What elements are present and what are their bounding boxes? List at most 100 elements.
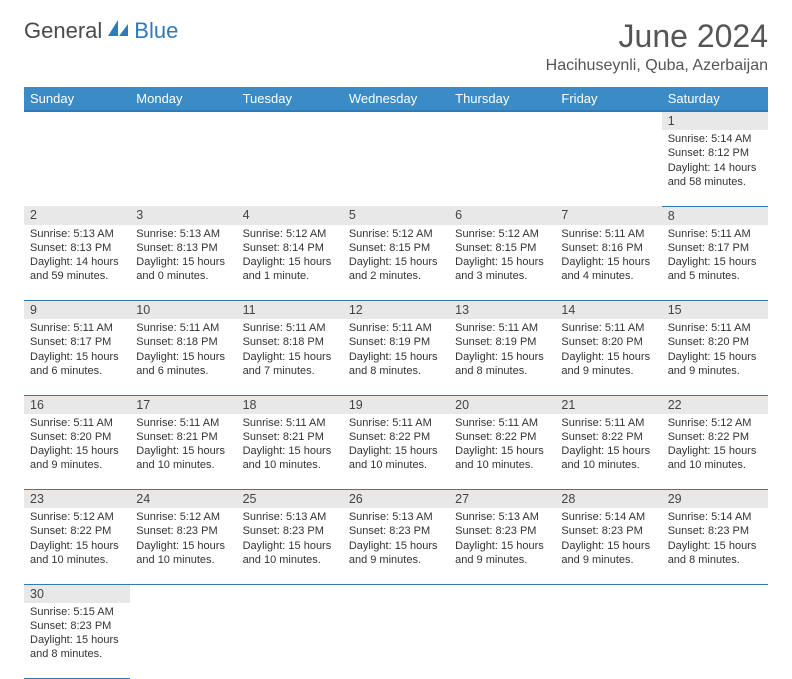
- sunrise-text: Sunrise: 5:14 AM: [561, 510, 655, 524]
- daylight-text: Daylight: 15 hours and 8 minutes.: [455, 350, 549, 379]
- weekday-header: Monday: [130, 87, 236, 111]
- day-cell: Sunrise: 5:12 AMSunset: 8:22 PMDaylight:…: [24, 508, 130, 584]
- sunset-text: Sunset: 8:23 PM: [455, 524, 549, 538]
- daylight-text: Daylight: 15 hours and 8 minutes.: [668, 539, 762, 568]
- day-number-cell: 9: [24, 301, 130, 320]
- day-cell: Sunrise: 5:13 AMSunset: 8:23 PMDaylight:…: [449, 508, 555, 584]
- day-cell: Sunrise: 5:13 AMSunset: 8:23 PMDaylight:…: [237, 508, 343, 584]
- day-number-cell: 8: [662, 206, 768, 225]
- daylight-text: Daylight: 15 hours and 10 minutes.: [136, 539, 230, 568]
- sunset-text: Sunset: 8:15 PM: [349, 241, 443, 255]
- daylight-text: Daylight: 15 hours and 6 minutes.: [30, 350, 124, 379]
- sunset-text: Sunset: 8:19 PM: [455, 335, 549, 349]
- daylight-text: Daylight: 15 hours and 9 minutes.: [561, 539, 655, 568]
- daylight-text: Daylight: 15 hours and 5 minutes.: [668, 255, 762, 284]
- daylight-text: Daylight: 15 hours and 3 minutes.: [455, 255, 549, 284]
- day-number-cell: 7: [555, 206, 661, 225]
- daylight-text: Daylight: 15 hours and 9 minutes.: [668, 350, 762, 379]
- sunset-text: Sunset: 8:22 PM: [455, 430, 549, 444]
- weekday-header: Sunday: [24, 87, 130, 111]
- daylight-text: Daylight: 15 hours and 10 minutes.: [455, 444, 549, 473]
- day-number-cell: 26: [343, 490, 449, 509]
- sunrise-text: Sunrise: 5:11 AM: [30, 321, 124, 335]
- day-number-cell: 29: [662, 490, 768, 509]
- daylight-text: Daylight: 15 hours and 10 minutes.: [668, 444, 762, 473]
- daylight-text: Daylight: 15 hours and 10 minutes.: [30, 539, 124, 568]
- day-cell: Sunrise: 5:11 AMSunset: 8:21 PMDaylight:…: [237, 414, 343, 490]
- day-number-cell: 25: [237, 490, 343, 509]
- empty-cell: [343, 603, 449, 679]
- sunset-text: Sunset: 8:22 PM: [349, 430, 443, 444]
- daylight-text: Daylight: 15 hours and 10 minutes.: [349, 444, 443, 473]
- location-text: Hacihuseynli, Quba, Azerbaijan: [546, 57, 768, 75]
- day-cell: Sunrise: 5:12 AMSunset: 8:14 PMDaylight:…: [237, 225, 343, 301]
- day-number-row: 16171819202122: [24, 395, 768, 414]
- daylight-text: Daylight: 15 hours and 9 minutes.: [561, 350, 655, 379]
- day-cell: Sunrise: 5:11 AMSunset: 8:22 PMDaylight:…: [343, 414, 449, 490]
- empty-cell: [662, 603, 768, 679]
- weekday-header: Saturday: [662, 87, 768, 111]
- sunrise-text: Sunrise: 5:13 AM: [243, 510, 337, 524]
- sunrise-text: Sunrise: 5:11 AM: [455, 321, 549, 335]
- empty-cell: [343, 130, 449, 206]
- day-number-cell: [24, 111, 130, 130]
- sunset-text: Sunset: 8:17 PM: [30, 335, 124, 349]
- daylight-text: Daylight: 15 hours and 10 minutes.: [136, 444, 230, 473]
- weekday-header: Wednesday: [343, 87, 449, 111]
- daylight-text: Daylight: 15 hours and 10 minutes.: [561, 444, 655, 473]
- day-number-cell: [237, 111, 343, 130]
- day-number-cell: [343, 111, 449, 130]
- daylight-text: Daylight: 15 hours and 8 minutes.: [349, 350, 443, 379]
- day-number-row: 2345678: [24, 206, 768, 225]
- sunset-text: Sunset: 8:20 PM: [668, 335, 762, 349]
- logo-text-first: General: [24, 18, 102, 44]
- sunset-text: Sunset: 8:22 PM: [668, 430, 762, 444]
- sunset-text: Sunset: 8:21 PM: [243, 430, 337, 444]
- sunrise-text: Sunrise: 5:11 AM: [349, 416, 443, 430]
- calendar-table: Sunday Monday Tuesday Wednesday Thursday…: [24, 87, 768, 679]
- day-number-cell: 28: [555, 490, 661, 509]
- sunrise-text: Sunrise: 5:14 AM: [668, 132, 762, 146]
- day-number-cell: 6: [449, 206, 555, 225]
- sunrise-text: Sunrise: 5:11 AM: [136, 321, 230, 335]
- day-number-cell: 2: [24, 206, 130, 225]
- sunrise-text: Sunrise: 5:11 AM: [561, 227, 655, 241]
- day-number-cell: [130, 111, 236, 130]
- day-number-cell: [662, 584, 768, 603]
- day-number-cell: 24: [130, 490, 236, 509]
- day-cell: Sunrise: 5:11 AMSunset: 8:20 PMDaylight:…: [662, 319, 768, 395]
- sunset-text: Sunset: 8:23 PM: [668, 524, 762, 538]
- day-number-cell: 21: [555, 395, 661, 414]
- daylight-text: Daylight: 14 hours and 59 minutes.: [30, 255, 124, 284]
- daylight-text: Daylight: 15 hours and 10 minutes.: [243, 444, 337, 473]
- empty-cell: [237, 603, 343, 679]
- day-number-cell: 1: [662, 111, 768, 130]
- sunset-text: Sunset: 8:13 PM: [136, 241, 230, 255]
- day-cell: Sunrise: 5:11 AMSunset: 8:22 PMDaylight:…: [555, 414, 661, 490]
- sunset-text: Sunset: 8:23 PM: [136, 524, 230, 538]
- day-number-cell: 17: [130, 395, 236, 414]
- sunrise-text: Sunrise: 5:11 AM: [30, 416, 124, 430]
- empty-cell: [449, 130, 555, 206]
- day-cell: Sunrise: 5:14 AMSunset: 8:23 PMDaylight:…: [555, 508, 661, 584]
- sunset-text: Sunset: 8:20 PM: [30, 430, 124, 444]
- day-cell: Sunrise: 5:12 AMSunset: 8:15 PMDaylight:…: [343, 225, 449, 301]
- sunrise-text: Sunrise: 5:11 AM: [561, 416, 655, 430]
- sunset-text: Sunset: 8:22 PM: [561, 430, 655, 444]
- day-cell: Sunrise: 5:13 AMSunset: 8:13 PMDaylight:…: [24, 225, 130, 301]
- day-cell: Sunrise: 5:11 AMSunset: 8:18 PMDaylight:…: [237, 319, 343, 395]
- day-number-row: 23242526272829: [24, 490, 768, 509]
- day-number-cell: 10: [130, 301, 236, 320]
- logo-sail-icon: [108, 18, 130, 44]
- sunset-text: Sunset: 8:17 PM: [668, 241, 762, 255]
- sunset-text: Sunset: 8:13 PM: [30, 241, 124, 255]
- sunset-text: Sunset: 8:16 PM: [561, 241, 655, 255]
- sunset-text: Sunset: 8:23 PM: [243, 524, 337, 538]
- weekday-header: Thursday: [449, 87, 555, 111]
- day-number-cell: 5: [343, 206, 449, 225]
- logo-text-second: Blue: [134, 18, 178, 44]
- weekday-header-row: Sunday Monday Tuesday Wednesday Thursday…: [24, 87, 768, 111]
- daylight-text: Daylight: 15 hours and 9 minutes.: [455, 539, 549, 568]
- week-row: Sunrise: 5:12 AMSunset: 8:22 PMDaylight:…: [24, 508, 768, 584]
- daylight-text: Daylight: 15 hours and 0 minutes.: [136, 255, 230, 284]
